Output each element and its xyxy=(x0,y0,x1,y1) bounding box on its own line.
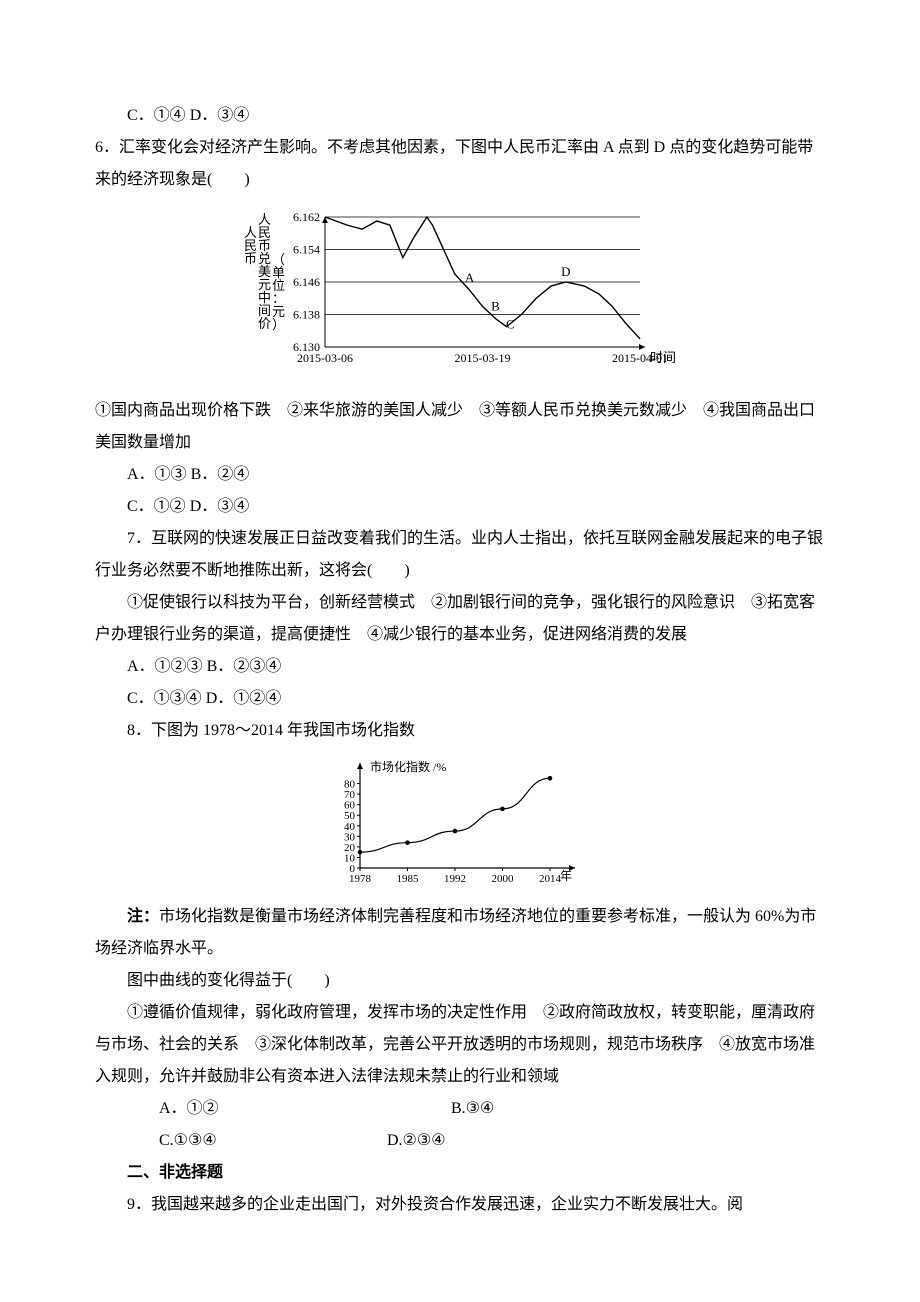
q6-optD: D．③④ xyxy=(190,498,250,515)
svg-text:1978: 1978 xyxy=(349,873,372,883)
q7-options-line1: A．①②③ B．②③④ xyxy=(95,651,825,683)
q5-options-line2: C．①④ D．③④ xyxy=(95,100,825,132)
svg-text:A: A xyxy=(465,270,475,285)
q7-options-line2: C．①③④ D．①②④ xyxy=(95,683,825,715)
section2-heading: 二、非选择题 xyxy=(95,1157,825,1189)
q7-optA: A．①②③ xyxy=(127,658,203,675)
q8-optB: B.③④ xyxy=(451,1100,494,1117)
q8-question: 图中曲线的变化得益于( ) xyxy=(95,965,825,997)
svg-text:6.162: 6.162 xyxy=(293,210,320,224)
svg-text:C: C xyxy=(506,317,515,332)
svg-text:2015-03-19: 2015-03-19 xyxy=(455,351,511,365)
q8-note: 注：市场化指数是衡量市场经济体制完善程度和市场经济地位的重要参考标准，一般认为 … xyxy=(95,901,825,965)
q7-optB: B．②③④ xyxy=(207,658,282,675)
q7-subtext: ①促使银行以科技为平台，创新经营模式 ②加剧银行间的竞争，强化银行的风险意识 ③… xyxy=(95,587,825,651)
svg-text:价: 价 xyxy=(258,316,271,331)
q8-stem: 8．下图为 1978～2014 年我国市场化指数 xyxy=(95,715,825,747)
q9-stem: 9．我国越来越多的企业走出国门，对外投资合作发展迅速，企业实力不断发展壮大。阅 xyxy=(95,1189,825,1221)
q8-optD: D.②③④ xyxy=(387,1132,446,1149)
svg-text:D: D xyxy=(561,264,570,279)
svg-text:2000: 2000 xyxy=(492,873,515,883)
q5-optD: D．③④ xyxy=(190,107,250,124)
q7-stem: 7．互联网的快速发展正日益改变着我们的生活。业内人士指出，依托互联网金融发展起来… xyxy=(95,523,825,587)
q6-stem: 6．汇率变化会对经济产生影响。不考虑其他因素，下图中人民币汇率由 A 点到 D … xyxy=(95,132,825,196)
q6-chart: 人民 币兑 美元 中间 价 （单 位： 元） 人民 币 6.162 6.154 6.… xyxy=(95,202,825,389)
q8-options-line2: C.①③④ D.②③④ xyxy=(95,1125,825,1157)
q8-options-line1: A．①② B.③④ xyxy=(95,1093,825,1125)
q8-optC: C.①③④ xyxy=(127,1125,383,1157)
svg-text:1992: 1992 xyxy=(444,873,466,883)
q6-yaxis-label: 人民 币兑 美元 中间 价 （单 位： 元） 人民 币 xyxy=(244,212,285,332)
svg-text:时间: 时间 xyxy=(650,350,676,365)
svg-text:B: B xyxy=(491,298,500,313)
q8-optA: A．①② xyxy=(127,1093,447,1125)
svg-text:市场化指数 /%: 市场化指数 /% xyxy=(370,759,446,774)
q6-optC: C．①② xyxy=(127,498,186,515)
svg-text:币: 币 xyxy=(244,251,257,266)
svg-text:6.138: 6.138 xyxy=(293,308,320,322)
svg-text:1985: 1985 xyxy=(397,873,420,883)
q7-optD: D．①②④ xyxy=(206,690,282,707)
q6-subtext: ①国内商品出现价格下跌 ②来华旅游的美国人减少 ③等额人民币兑换美元数减少 ④我… xyxy=(95,395,825,459)
q6-optB: B．②④ xyxy=(191,466,250,483)
q7-optC: C．①③④ xyxy=(127,690,202,707)
svg-text:6.154: 6.154 xyxy=(293,243,320,257)
svg-text:2015-03-06: 2015-03-06 xyxy=(297,351,353,365)
q6-options-line2: C．①② D．③④ xyxy=(95,491,825,523)
q8-subtext: ①遵循价值规律，弱化政府管理，发挥市场的决定性作用 ②政府简政放权，转变职能，厘… xyxy=(95,997,825,1093)
svg-text:6.146: 6.146 xyxy=(293,275,320,289)
q6-optA: A．①③ xyxy=(127,466,187,483)
q8-chart: 80706050403020100 19781985199220002014 市… xyxy=(95,753,825,895)
q5-optC: C．①④ xyxy=(127,107,186,124)
q6-options-line1: A．①③ B．②④ xyxy=(95,459,825,491)
svg-text:2014: 2014 xyxy=(539,873,562,883)
svg-text:年: 年 xyxy=(560,869,572,883)
svg-text:）: ） xyxy=(272,317,285,332)
